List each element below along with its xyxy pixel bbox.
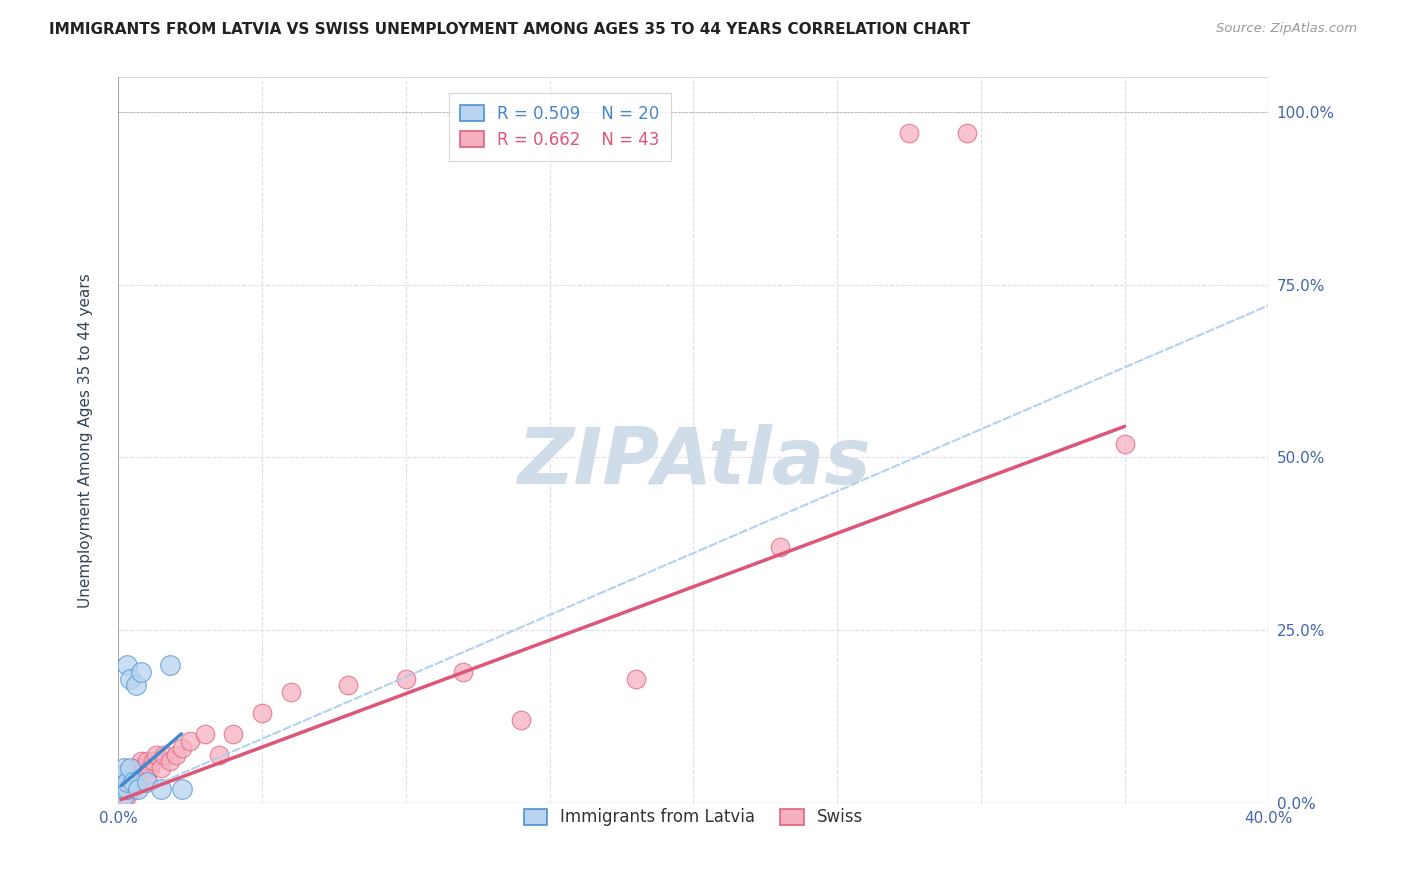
Point (136, 755, 159, 769)
Legend: Immigrants from Latvia, Swiss: Immigrants from Latvia, Swiss (515, 800, 872, 835)
Point (112, 789, 135, 803)
Point (898, 126, 921, 140)
Point (118, 761, 141, 775)
Point (280, 685, 302, 699)
Point (136, 775, 159, 789)
Point (127, 782, 149, 797)
Point (453, 665, 475, 679)
Point (112, 768, 135, 782)
Point (1114, 436, 1136, 450)
Point (118, 672, 141, 686)
Point (118, 782, 141, 797)
Point (115, 789, 138, 803)
Point (142, 755, 165, 769)
Point (250, 706, 273, 720)
Point (110, 782, 132, 797)
Point (208, 747, 231, 762)
Text: IMMIGRANTS FROM LATVIA VS SWISS UNEMPLOYMENT AMONG AGES 35 TO 44 YEARS CORRELATI: IMMIGRANTS FROM LATVIA VS SWISS UNEMPLOY… (49, 22, 970, 37)
Point (129, 665, 152, 679)
Point (115, 775, 138, 789)
Point (150, 782, 173, 797)
Point (118, 768, 141, 782)
Point (165, 747, 187, 762)
Point (179, 733, 201, 747)
Point (129, 755, 152, 769)
Point (955, 126, 977, 140)
Point (129, 768, 152, 782)
Point (170, 740, 193, 755)
Point (112, 789, 135, 803)
Point (136, 768, 159, 782)
Point (337, 678, 360, 692)
Point (624, 672, 647, 686)
Point (768, 541, 790, 555)
Y-axis label: Unemployment Among Ages 35 to 44 years: Unemployment Among Ages 35 to 44 years (79, 273, 93, 607)
Point (115, 782, 138, 797)
Point (159, 657, 181, 672)
Point (222, 727, 245, 741)
Point (110, 789, 132, 803)
Point (110, 782, 132, 797)
Point (115, 657, 138, 672)
Point (110, 768, 132, 782)
Point (112, 761, 135, 775)
Point (124, 775, 146, 789)
Point (115, 775, 138, 789)
Point (159, 755, 181, 769)
Text: Source: ZipAtlas.com: Source: ZipAtlas.com (1216, 22, 1357, 36)
Point (112, 775, 135, 789)
Point (112, 782, 135, 797)
Point (118, 775, 141, 789)
Point (127, 761, 149, 775)
Point (193, 727, 215, 741)
Point (153, 747, 176, 762)
Point (509, 713, 531, 727)
Point (150, 761, 173, 775)
Point (134, 761, 156, 775)
Point (124, 678, 146, 692)
Point (395, 672, 418, 686)
Point (121, 768, 143, 782)
Point (170, 782, 193, 797)
Point (112, 782, 135, 797)
Point (124, 761, 146, 775)
Point (145, 747, 167, 762)
Point (110, 775, 132, 789)
Point (121, 775, 143, 789)
Point (139, 761, 162, 775)
Point (121, 782, 143, 797)
Point (127, 775, 149, 789)
Text: ZIPAtlas: ZIPAtlas (516, 424, 870, 500)
Point (115, 782, 138, 797)
